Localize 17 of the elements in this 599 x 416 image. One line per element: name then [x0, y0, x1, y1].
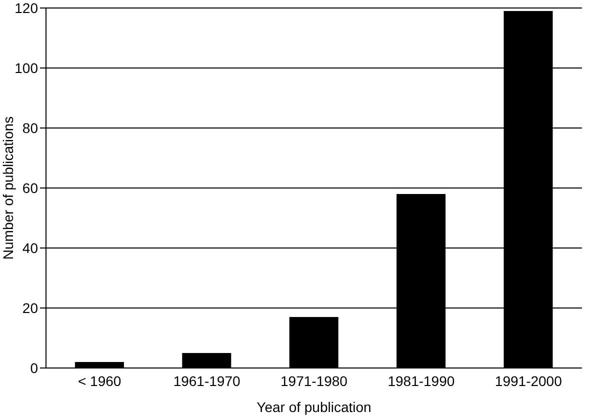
x-tick-label: 1971-1980 [280, 372, 348, 389]
x-axis-title: Year of publication [256, 399, 372, 415]
x-tick-label: 1961-1970 [173, 372, 240, 389]
bar [74, 362, 124, 368]
y-tick-label: 80 [22, 120, 38, 136]
y-tick-label: 0 [30, 360, 38, 376]
y-axis-title: Number of publications [0, 116, 16, 260]
bar [289, 317, 338, 368]
y-tick-label: 40 [22, 240, 38, 256]
y-tick-label: 120 [14, 0, 38, 16]
x-tick-label: < 1960 [78, 372, 122, 389]
y-tick-label: 100 [14, 60, 38, 76]
y-tick-label: 60 [22, 180, 38, 196]
x-tick-label: 1981-1990 [388, 372, 455, 389]
x-tick-label: 1991-2000 [494, 372, 562, 389]
bar [182, 353, 232, 368]
y-tick-label: 20 [22, 300, 38, 316]
